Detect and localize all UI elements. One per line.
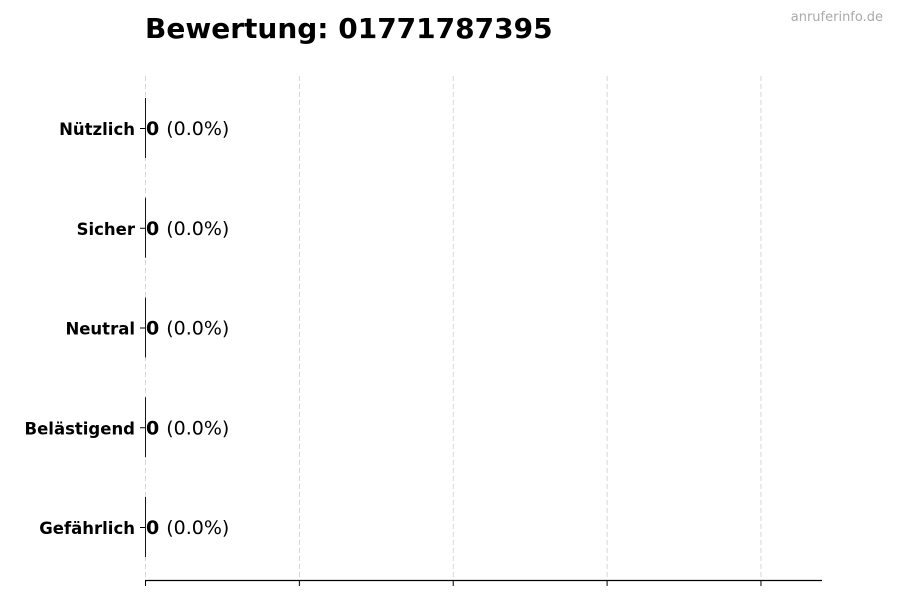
category-label: Sicher [77,220,136,239]
category-label: Belästigend [25,419,135,438]
percent-label: (0.0%) [166,118,229,140]
category-label: Gefährlich [39,519,135,538]
percent-label: (0.0%) [166,218,229,240]
value-label: 0 [146,118,159,140]
value-label: 0 [146,517,159,539]
watermark: anruferinfo.de [790,10,883,25]
value-label: 0 [146,417,159,439]
percent-label: (0.0%) [166,417,229,439]
value-label: 0 [146,318,159,340]
bar [145,98,146,158]
percent-label: (0.0%) [166,318,229,340]
percent-label: (0.0%) [166,517,229,539]
bar [145,297,146,358]
bar [145,497,146,557]
bar [145,197,146,258]
category-label: Nützlich [59,120,135,139]
chart-title: Bewertung: 01771787395 [145,12,553,45]
value-label: 0 [146,218,159,240]
category-label: Neutral [65,320,135,339]
bar [145,397,146,458]
